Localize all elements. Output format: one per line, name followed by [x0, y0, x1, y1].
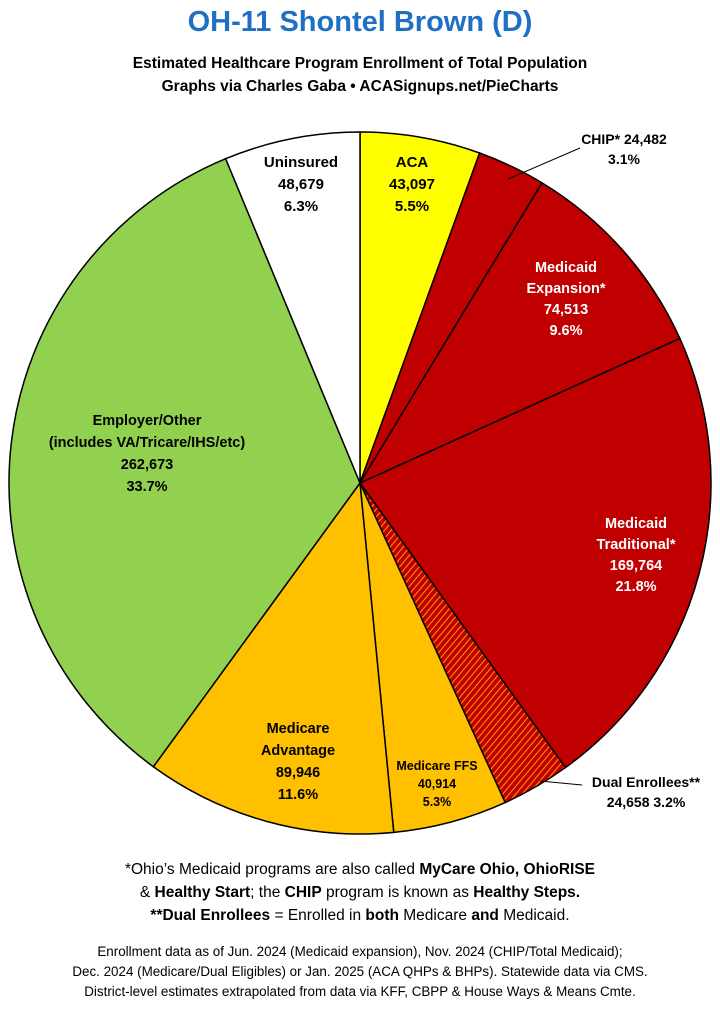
- label-line: 89,946: [276, 765, 320, 781]
- slice-medicaid-traditional: [358, 337, 712, 769]
- subtitle-line-2: Graphs via Charles Gaba • ACASignups.net…: [161, 78, 559, 95]
- label-medicare-advantage: Medicare Advantage 89,946 11.6%: [261, 721, 335, 803]
- label-line: 6.3%: [284, 198, 318, 215]
- label-medicare-ffs: Medicare FFS 40,914 5.3%: [396, 759, 477, 809]
- label-dual-enrollees: Dual Enrollees** 24,658 3.2%: [592, 774, 701, 810]
- label-line: 21.8%: [615, 579, 656, 595]
- label-line: Medicaid: [535, 260, 597, 276]
- label-line: 33.7%: [126, 479, 167, 495]
- callout-line-chip: [507, 147, 581, 180]
- label-medicaid-traditional: Medicaid Traditional* 169,764 21.8%: [597, 516, 676, 595]
- slice-employer-other: [8, 157, 361, 768]
- callout-line-dual-enrollees: [539, 780, 583, 786]
- label-employer-other: Employer/Other (includes VA/Tricare/IHS/e…: [49, 413, 246, 495]
- label-chip: CHIP* 24,482 3.1%: [581, 131, 667, 167]
- label-line: 11.6%: [278, 787, 318, 803]
- slice-medicare-advantage: [152, 480, 395, 835]
- subtitle-line-1: Estimated Healthcare Program Enrollment …: [132, 55, 588, 72]
- label-line: ACA: [396, 154, 429, 171]
- source-line-2: Dec. 2024 (Medicare/Dual Eligibles) or J…: [72, 964, 648, 979]
- slice-medicaid-expansion: [358, 181, 681, 485]
- label-line: (includes VA/Tricare/IHS/etc): [49, 435, 246, 451]
- label-line: 48,679: [278, 176, 324, 193]
- footnote-line-3: **Dual Enrollees = Enrolled in both Medi…: [150, 907, 570, 924]
- label-line: Medicaid: [605, 516, 667, 532]
- label-line: Uninsured: [264, 154, 338, 171]
- label-line: Traditional*: [597, 537, 676, 553]
- source-note: Enrollment data as of Jun. 2024 (Medicai…: [0, 942, 720, 1002]
- label-line: 40,914: [418, 777, 456, 791]
- pie-slices: [8, 131, 712, 835]
- label-medicaid-expansion: Medicaid Expansion* 74,513 9.6%: [527, 260, 606, 339]
- label-line: Medicare FFS: [396, 759, 477, 773]
- label-line: 43,097: [389, 176, 435, 193]
- label-line: 5.3%: [423, 795, 452, 809]
- footnote-line-2: & Healthy Start; the CHIP program is kno…: [139, 884, 581, 901]
- footnote-line-1: *Ohio’s Medicaid programs are also calle…: [124, 861, 596, 878]
- label-line: Expansion*: [527, 281, 606, 297]
- chart-title: OH-11 Shontel Brown (D): [187, 6, 533, 38]
- chart-subtitle: Estimated Healthcare Program Enrollment …: [0, 52, 720, 98]
- label-line: Dual Enrollees**: [592, 774, 701, 790]
- label-line: 24,658 3.2%: [607, 794, 686, 810]
- label-line: 5.5%: [395, 198, 429, 215]
- label-line: 3.1%: [608, 151, 640, 167]
- pie-callouts: [507, 147, 583, 786]
- label-line: 169,764: [610, 558, 662, 574]
- label-line: 262,673: [121, 457, 173, 473]
- pie-chart: ACA 43,097 5.5% CHIP* 24,482 3.1% Medicaid Exp…: [8, 131, 712, 835]
- label-line: CHIP* 24,482: [581, 131, 667, 147]
- label-uninsured: Uninsured 48,679 6.3%: [264, 154, 338, 215]
- source-line-3: District-level estimates extrapolated fr…: [84, 984, 636, 999]
- footnote: *Ohio’s Medicaid programs are also calle…: [0, 858, 720, 927]
- source-line-1: Enrollment data as of Jun. 2024 (Medicai…: [97, 944, 623, 959]
- label-aca: ACA 43,097 5.5%: [389, 154, 435, 215]
- label-line: 74,513: [544, 302, 588, 318]
- label-line: 9.6%: [549, 323, 582, 339]
- label-line: Employer/Other: [93, 413, 202, 429]
- label-line: Advantage: [261, 743, 335, 759]
- label-line: Medicare: [267, 721, 330, 737]
- slice-uninsured: [224, 131, 361, 484]
- pie-labels: ACA 43,097 5.5% CHIP* 24,482 3.1% Medicaid Exp…: [49, 131, 701, 810]
